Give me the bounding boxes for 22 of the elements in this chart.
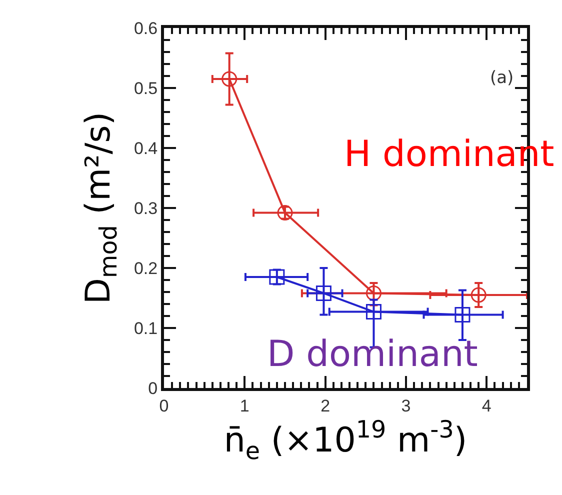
point [277,205,293,221]
y-tick-label: 0.5 [134,78,158,98]
annotation: (a) [490,68,514,88]
y-tick-label: 0.2 [134,258,158,278]
y-tick-label: 0.1 [134,318,158,338]
x-axis-title: n̄$_{e}$ (×10$^{19}$ m$^{-3}$) [224,415,468,465]
point [366,285,382,301]
y-tick-label: 0.4 [134,138,158,158]
y-tick-label: 0.3 [134,198,158,218]
point [222,71,238,87]
x-tick-label: 3 [401,396,411,416]
y-tick-label: 0.6 [134,18,158,38]
x-tick-label: 1 [240,396,250,416]
point [269,269,285,285]
x-tick-label: 4 [482,396,492,416]
point [366,304,382,320]
point [454,307,470,323]
point [470,287,486,303]
x-tick-label: 2 [320,396,330,416]
annotation: D dominant [267,334,478,375]
y-tick-label: 0 [148,378,158,398]
point [316,285,332,301]
